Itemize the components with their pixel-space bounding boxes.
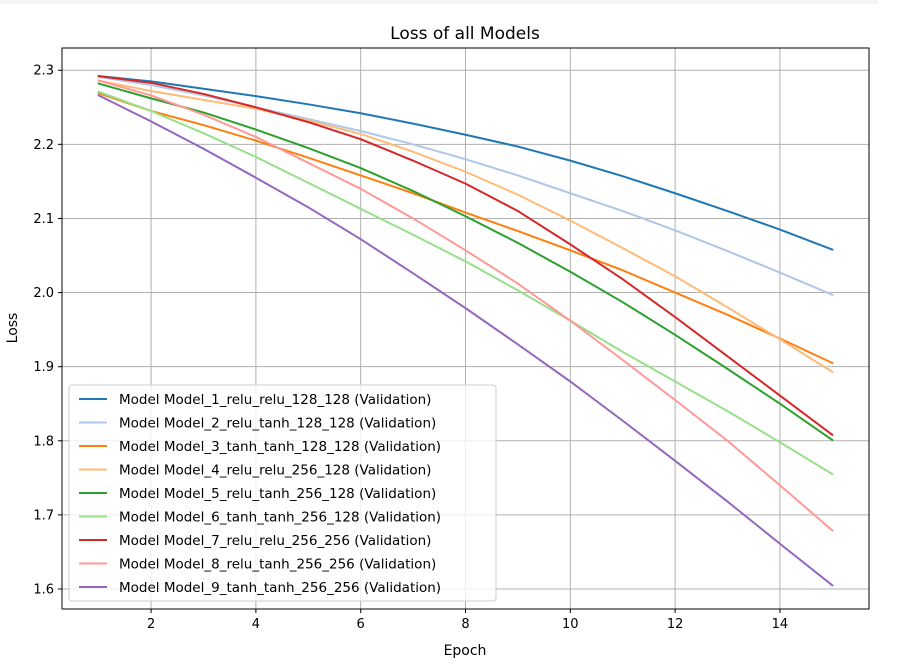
legend-label-2: Model Model_2_relu_tanh_128_128 (Validat… bbox=[119, 416, 436, 432]
x-tick-label: 10 bbox=[562, 617, 579, 632]
series-line-6 bbox=[97, 90, 834, 476]
legend-label-6: Model Model_6_tanh_tanh_256_128 (Validat… bbox=[119, 510, 441, 526]
y-tick-label: 2.0 bbox=[33, 286, 54, 301]
x-tick-label: 8 bbox=[461, 617, 469, 632]
y-tick-label: 2.2 bbox=[33, 138, 54, 153]
x-tick-label: 4 bbox=[252, 617, 260, 632]
chart-title: Loss of all Models bbox=[390, 24, 540, 44]
x-axis-label: Epoch bbox=[444, 643, 487, 659]
series-line-4 bbox=[97, 79, 834, 374]
legend-label-8: Model Model_8_relu_tanh_256_256 (Validat… bbox=[119, 557, 436, 573]
x-tick-label: 12 bbox=[667, 617, 684, 632]
y-axis-label: Loss bbox=[5, 313, 21, 344]
series-line-9 bbox=[97, 94, 834, 587]
y-tick-label: 1.8 bbox=[33, 434, 54, 449]
y-tick-label: 1.7 bbox=[33, 508, 54, 523]
legend-label-5: Model Model_5_relu_tanh_256_128 (Validat… bbox=[119, 486, 436, 502]
legend-label-7: Model Model_7_relu_relu_256_256 (Validat… bbox=[119, 533, 431, 549]
y-tick-label: 1.9 bbox=[33, 360, 54, 375]
x-tick-label: 2 bbox=[147, 617, 155, 632]
series-line-7 bbox=[97, 75, 834, 437]
x-tick-label: 6 bbox=[357, 617, 365, 632]
series-line-8 bbox=[97, 79, 834, 532]
legend-label-9: Model Model_9_tanh_tanh_256_256 (Validat… bbox=[119, 580, 441, 596]
legend-label-3: Model Model_3_tanh_tanh_128_128 (Validat… bbox=[119, 439, 441, 455]
series-line-5 bbox=[97, 82, 834, 442]
series-line-3 bbox=[97, 91, 834, 365]
x-tick-label: 14 bbox=[772, 617, 789, 632]
legend-label-4: Model Model_4_relu_relu_256_128 (Validat… bbox=[119, 463, 431, 479]
legend-box bbox=[68, 384, 497, 602]
y-tick-label: 1.6 bbox=[33, 582, 54, 597]
y-tick-label: 2.3 bbox=[33, 64, 54, 79]
tick-layer: 2 4 6 8 10 12 14 1.6 1.7 1.8 1.9 2.0 2.1 2.2 2.3 bbox=[33, 64, 788, 632]
y-tick-label: 2.1 bbox=[33, 212, 54, 227]
notebook-output-top-strip bbox=[0, 0, 878, 4]
legend: Model Model_1_relu_relu_128_128 (Validat… bbox=[68, 384, 497, 602]
series-layer bbox=[97, 75, 834, 587]
legend-label-1: Model Model_1_relu_relu_128_128 (Validat… bbox=[119, 392, 431, 408]
series-line-1 bbox=[97, 75, 834, 251]
